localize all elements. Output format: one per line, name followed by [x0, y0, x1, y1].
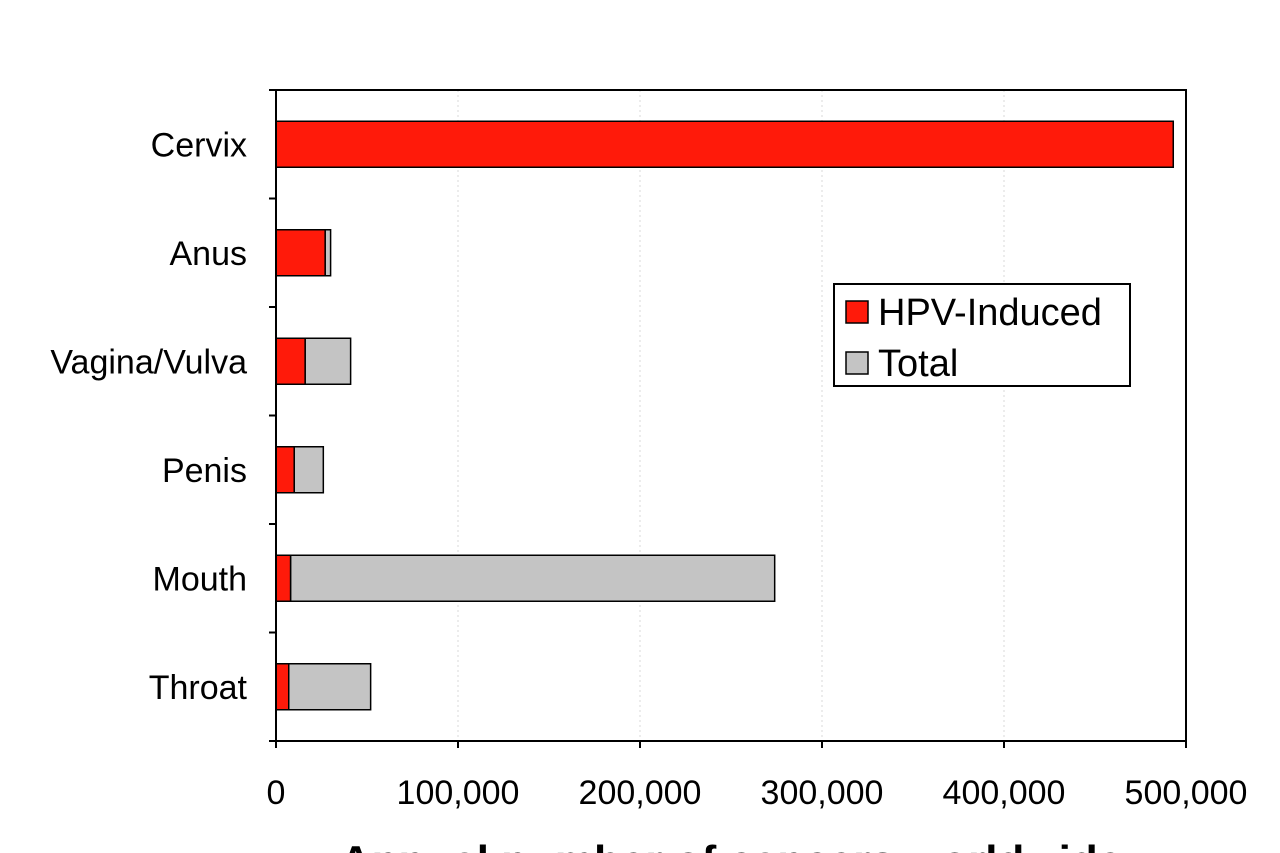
bar-hpv-induced [275, 120, 1175, 168]
x-tick-label: 0 [267, 774, 286, 812]
bars [275, 120, 1175, 711]
bar-total [304, 337, 352, 385]
x-axis-title: Annual number of cancers worldwide [340, 837, 1122, 853]
bar-total [289, 554, 776, 602]
category-label: Anus [170, 235, 248, 273]
bar-hpv-induced [275, 337, 306, 385]
category-label: Throat [149, 669, 248, 707]
grid-lines [457, 90, 1005, 741]
legend-swatch-hpv-induced [845, 300, 869, 324]
bar-total [324, 229, 332, 277]
legend-label-hpv-induced: HPV-Induced [878, 292, 1102, 334]
bar-total [293, 446, 325, 494]
bar-hpv-induced [275, 554, 292, 602]
bar-hpv-induced [275, 229, 326, 277]
category-label: Penis [162, 452, 247, 490]
x-tick-label: 500,000 [1125, 774, 1248, 812]
x-tick-label: 100,000 [397, 774, 520, 812]
x-tick-label: 200,000 [579, 774, 702, 812]
category-label: Vagina/Vulva [50, 343, 247, 381]
legend-swatch-total [845, 351, 869, 375]
category-label: Cervix [151, 126, 247, 164]
axis-labels: 0 100,000 200,000 300,000 400,000 500,000 Cerv… [50, 126, 1247, 812]
legend-box [833, 283, 1131, 387]
bar-total [287, 663, 372, 711]
x-tick-label: 300,000 [761, 774, 884, 812]
category-label: Mouth [153, 560, 248, 598]
bar-hpv-induced [275, 663, 290, 711]
bar-hpv-induced [275, 446, 295, 494]
axis-ticks [269, 89, 1187, 748]
x-tick-label: 400,000 [943, 774, 1066, 812]
plot-frame [275, 89, 1187, 742]
legend: HPV-Induced Total [833, 283, 1131, 387]
legend-label-total: Total [878, 343, 958, 385]
